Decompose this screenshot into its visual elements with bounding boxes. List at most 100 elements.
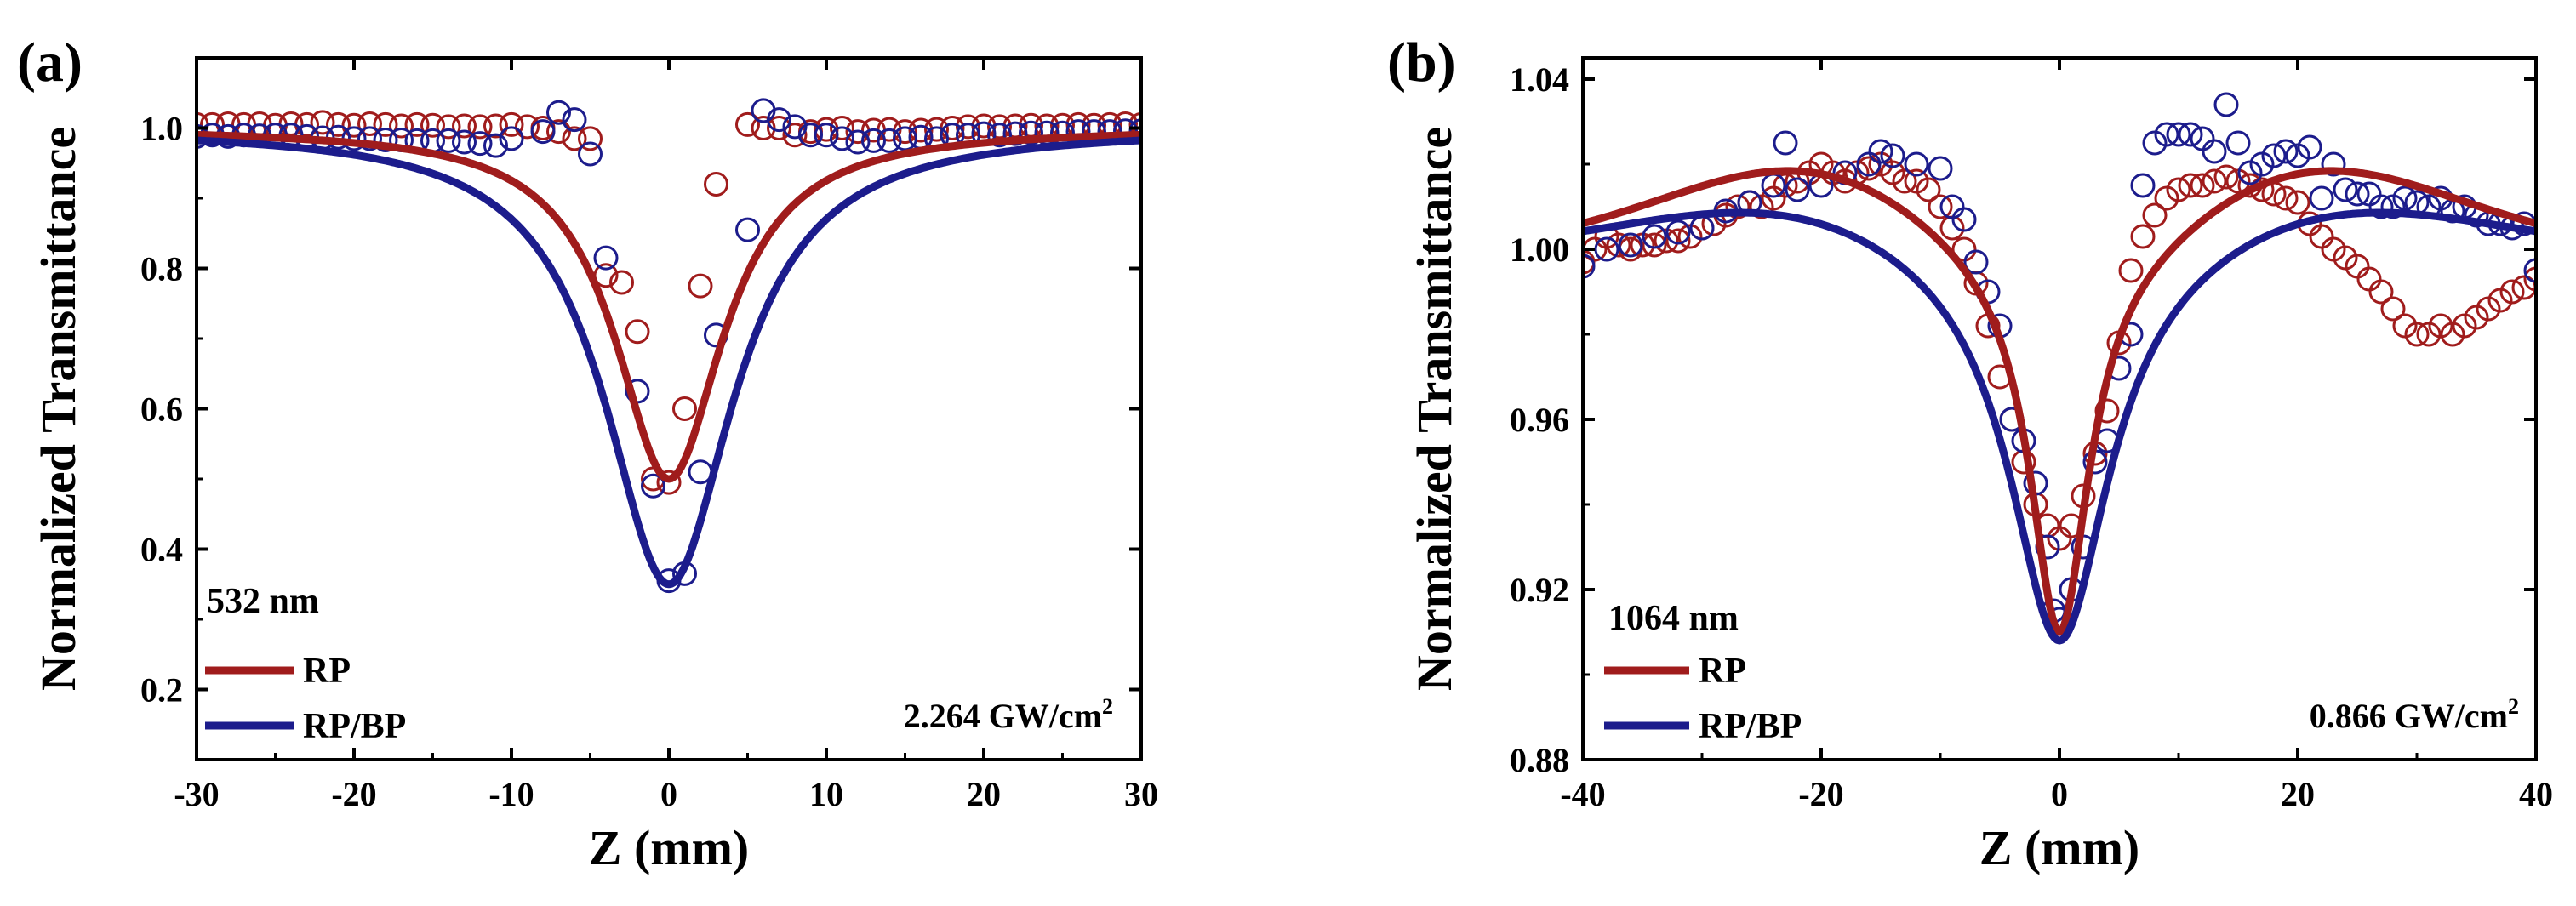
scatter-point-rpbp: [2202, 139, 2227, 164]
scatter-point-rp: [1642, 232, 1667, 258]
scatter-point-rpbp: [2213, 92, 2239, 117]
scatter-point-rpbp: [767, 107, 791, 133]
scatter-point-rp: [2142, 202, 2168, 228]
scatter-point-rp: [2523, 266, 2536, 292]
wavelength-label: 532 nm: [207, 582, 319, 621]
scatter-point-rp: [2094, 398, 2120, 424]
panel-a: (a) -30 -20 -10 0 10 20 30 0.2 0.4 0.6 0.8 1.0 Z (mm)…: [17, 31, 1158, 875]
scatter-point-rpbp: [546, 100, 571, 125]
scatter-point-rp: [420, 112, 445, 138]
scatter-point-rp: [1928, 194, 1953, 219]
scatter-point-rp: [609, 270, 634, 295]
scatter-point-rp: [578, 126, 603, 151]
scatter-point-rp: [515, 114, 540, 140]
scatter-point-rpbp: [1880, 143, 1905, 168]
scatter-point-rpbp: [2273, 139, 2299, 164]
scatter-point-rp: [956, 114, 980, 140]
scatter-point-rp: [2285, 190, 2310, 215]
scatter-point-rpbp: [1618, 232, 1643, 258]
scatter-point-rp: [782, 123, 808, 148]
y-tick-label: 0.96: [1510, 401, 1569, 439]
scatter-point-rpbp: [1868, 139, 1893, 164]
scatter-point-rpbp: [1002, 121, 1028, 146]
scatter-point-rp: [656, 470, 682, 495]
y-tick-label: 0.6: [140, 390, 183, 429]
scatter-point-rpbp: [1642, 224, 1667, 249]
y-tick-label: 0.4: [140, 531, 183, 569]
scatter-point-rpbp: [1904, 151, 1929, 177]
scatter-point-rp: [1892, 168, 1917, 194]
scatter-point-rpbp: [2225, 130, 2251, 156]
scatter-point-rpbp: [2261, 143, 2287, 168]
scatter-point-rpbp: [845, 129, 871, 155]
scatter-point-rpbp: [2190, 126, 2215, 151]
x-tick-label: -20: [331, 775, 376, 813]
scatter-point-rp: [735, 111, 760, 137]
intensity-value: 0.866 GW/cm: [2310, 697, 2508, 735]
scatter-point-rp: [751, 116, 776, 140]
scatter-point-rpbp: [735, 217, 760, 242]
scatter-point-rp: [1128, 111, 1141, 137]
x-tick-label: 0: [2051, 775, 2068, 813]
x-tick-label: -40: [1560, 775, 1605, 813]
scatter-point-rp: [2118, 258, 2144, 283]
scatter-point-rp: [1725, 194, 1751, 219]
scatter-point-rp: [389, 113, 414, 139]
scatter-point-rp: [357, 111, 382, 136]
x-tick-label: 10: [809, 775, 843, 813]
scatter-point-rpbp: [467, 131, 493, 157]
legend-label-rpbp: RP/BP: [1699, 707, 1802, 746]
scatter-point-rpbp: [2333, 177, 2358, 202]
scatter-point-rp: [625, 319, 650, 345]
scatter-point-rp: [2178, 173, 2203, 198]
scatter-point-rpbp: [593, 245, 619, 271]
scatter-point-rp: [326, 111, 351, 137]
scatter-point-rp: [767, 116, 791, 140]
scatter-point-rpbp: [2309, 185, 2334, 211]
scatter-point-rpbp: [1128, 118, 1141, 144]
legend-label-rp: RP: [1699, 652, 1746, 691]
x-axis-title: Z (mm): [589, 820, 749, 875]
x-tick-label: -20: [1798, 775, 1843, 813]
x-tick-label: 20: [2281, 775, 2315, 813]
x-tick-label: -10: [488, 775, 534, 813]
scatter-point-rp: [1606, 232, 1631, 258]
scatter-point-rp: [404, 111, 430, 137]
intensity-superscript: 2: [2508, 694, 2519, 719]
y-tick-label: 0.92: [1510, 571, 1569, 609]
intensity-superscript: 2: [1102, 694, 1113, 719]
scatter-point-rpbp: [1963, 249, 1989, 275]
scatter-point-rpbp: [2321, 151, 2346, 177]
scatter-point-rpbp: [987, 123, 1012, 148]
scatter-point-rp: [2130, 224, 2156, 249]
scatter-point-rpbp: [2166, 122, 2191, 147]
scatter-point-rpbp: [2178, 122, 2203, 147]
scatter-point-rp: [373, 111, 398, 137]
fit-line-rp: [1583, 167, 2536, 636]
scatter-point-rpbp: [2345, 181, 2370, 207]
x-tick-label: 20: [967, 775, 1001, 813]
scatter-point-rp: [499, 111, 524, 137]
wavelength-label: 1064 nm: [1608, 599, 1739, 638]
scatter-point-rpbp: [2035, 534, 2060, 560]
scatter-point-rp: [2166, 177, 2191, 202]
scatter-point-rp: [1916, 177, 1941, 202]
y-tick-label: 1.0: [140, 110, 183, 148]
scatter-point-rpbp: [1928, 156, 1953, 181]
scatter-point-rpbp: [452, 129, 477, 155]
panel-label: (b): [1387, 31, 1456, 94]
fit-line-rpbp: [197, 136, 1141, 589]
scatter-point-rpbp: [1019, 120, 1043, 145]
intensity-label: 0.866 GW/cm2: [2310, 694, 2519, 735]
scatter-point-rpbp: [530, 119, 556, 145]
y-axis-title: Normalized Transmittance: [1407, 127, 1462, 691]
y-tick-label: 0.2: [140, 671, 183, 709]
scatter-point-rpbp: [2523, 258, 2536, 283]
scatter-point-rp: [2404, 322, 2430, 347]
panel-label: (a): [17, 31, 83, 94]
scatter-point-rpbp: [2297, 134, 2322, 160]
scatter-point-rp: [310, 110, 335, 135]
scatter-point-rpbp: [1951, 207, 1977, 232]
y-tick-label: 0.8: [140, 250, 183, 288]
